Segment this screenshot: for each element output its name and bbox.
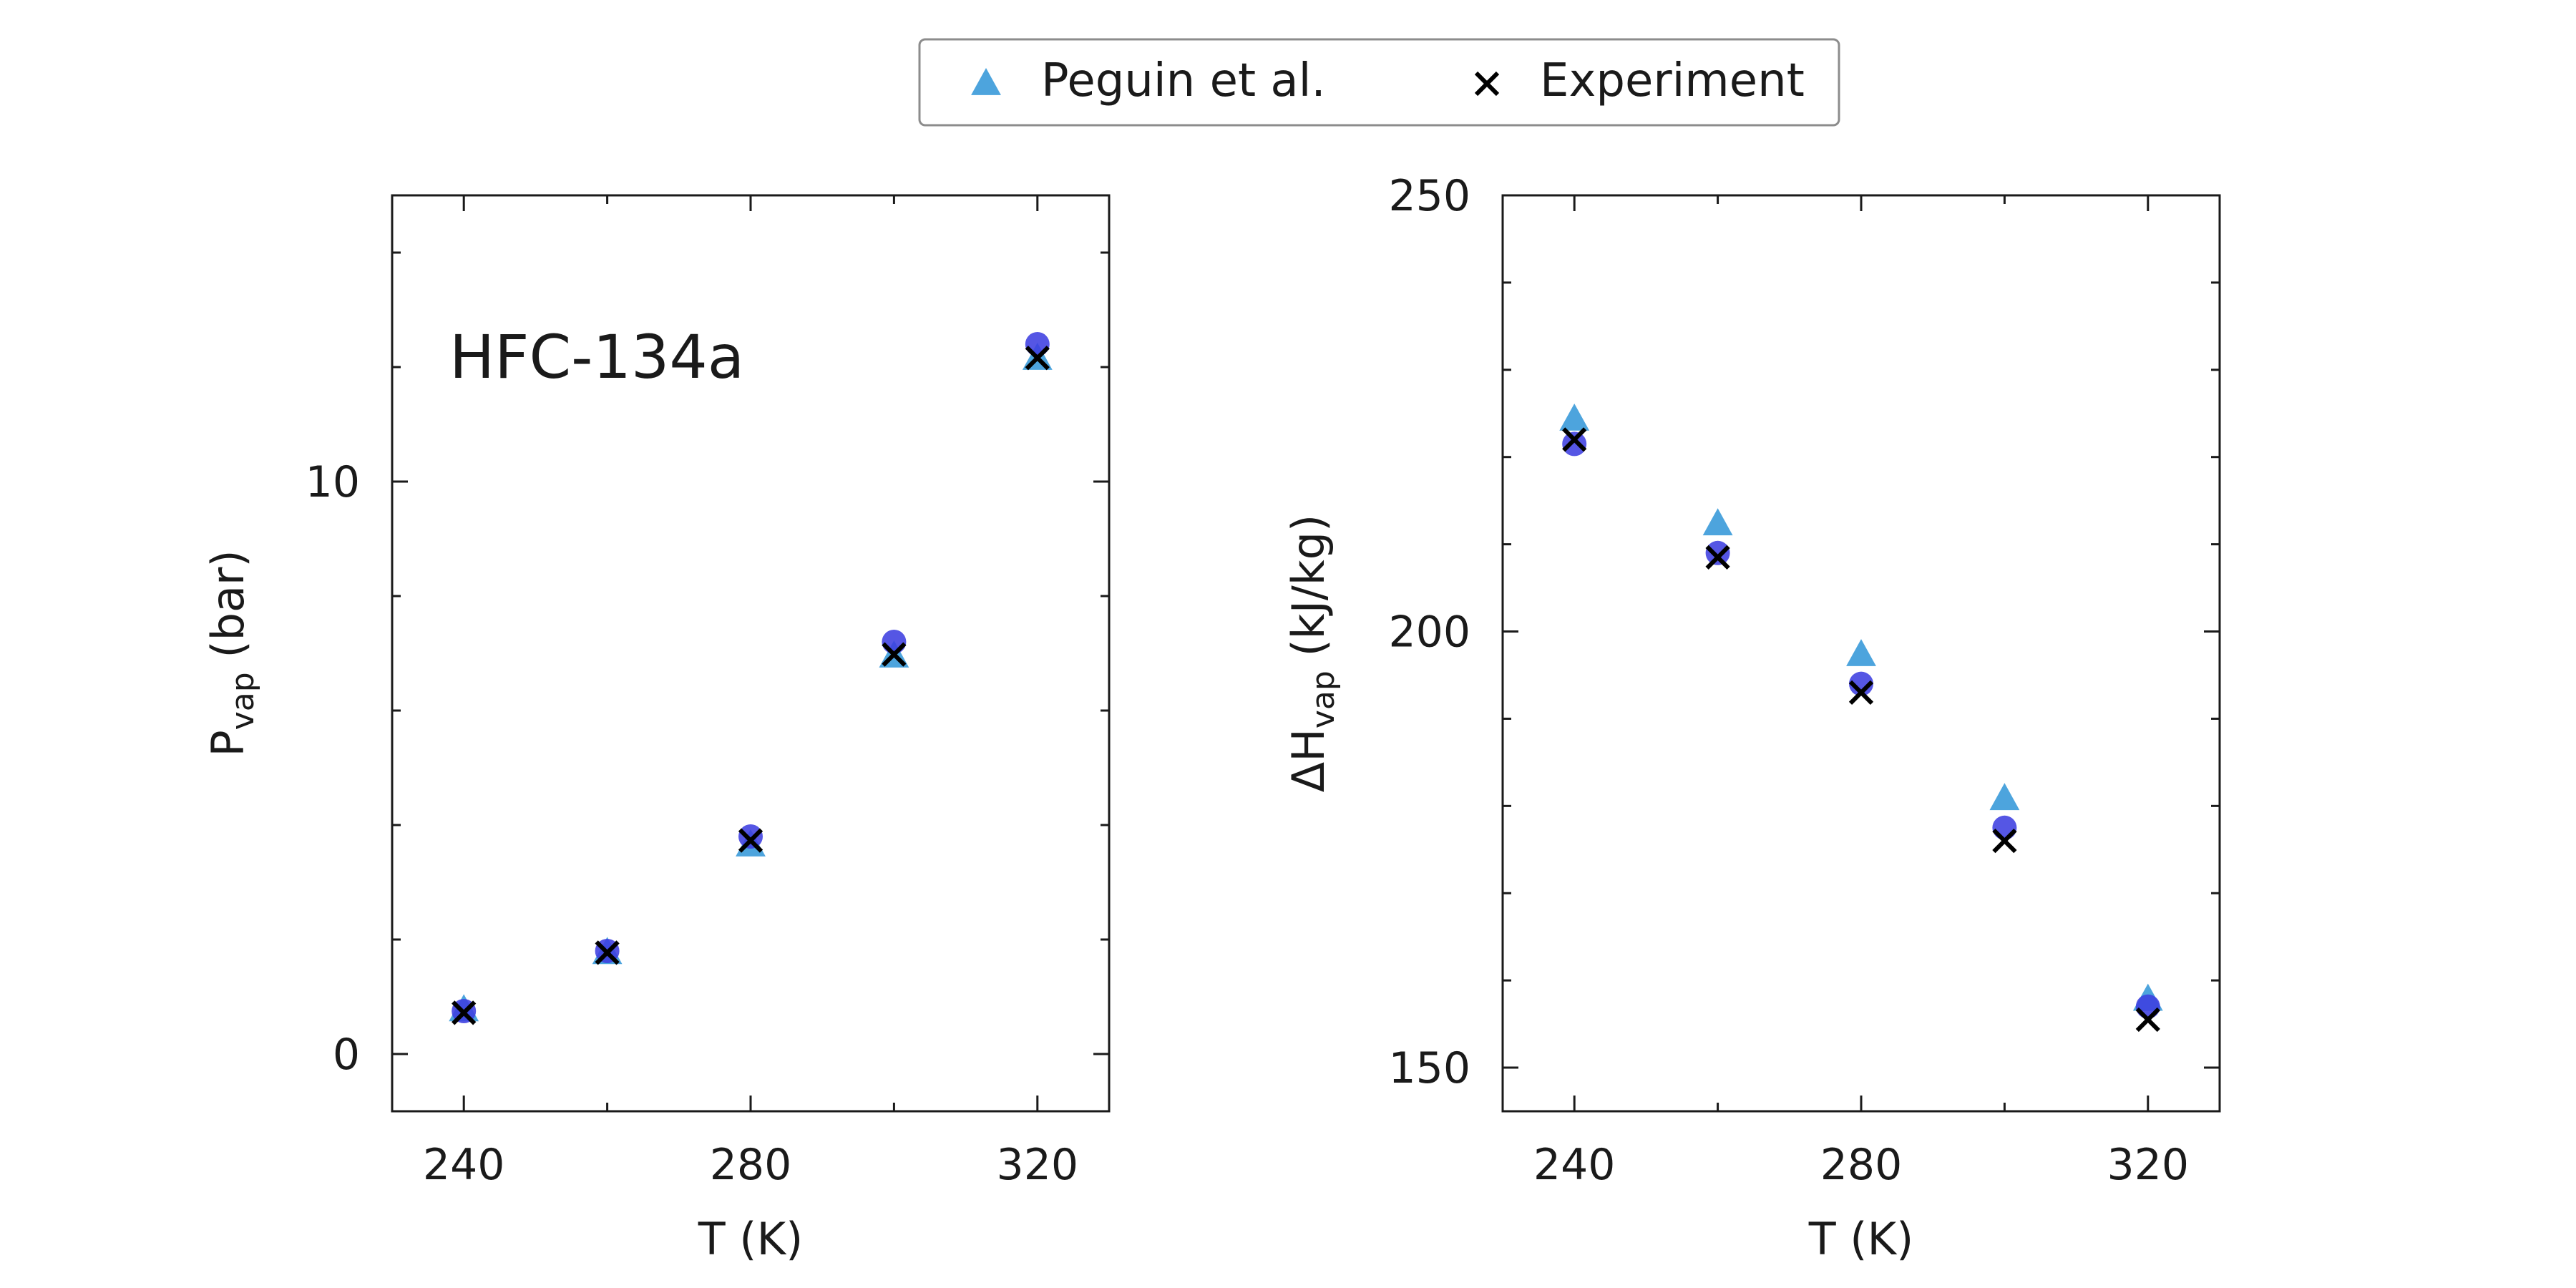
y-tick-label: 200 <box>1388 608 1470 658</box>
y-axis-label-main: P <box>202 730 254 756</box>
panel-1: 240 280 320 0 10 T (K) Pvap (bar) HFC-134a <box>202 194 1111 1265</box>
data-point-x-stroke-b <box>1562 427 1587 452</box>
data-point-triangle <box>1559 403 1590 431</box>
data-point-x <box>882 642 907 667</box>
data-point-triangle <box>1846 639 1876 666</box>
legend-marker-peguin <box>971 68 1001 95</box>
data-point-circle <box>1992 815 2017 840</box>
series-triangle <box>1559 403 2163 1011</box>
legend-marker-experiment-symbol <box>1474 71 1500 97</box>
series-x <box>1562 427 2160 1033</box>
series-circle <box>1562 431 2160 1019</box>
series-circle <box>452 332 1050 1023</box>
x-tick-label: 240 <box>1533 1140 1616 1190</box>
data-point-x-stroke-b <box>1848 680 1874 705</box>
series-x <box>452 346 1050 1025</box>
data-point-circle <box>1562 431 1587 457</box>
legend-frame <box>918 38 1840 127</box>
data-point-x-stroke-b <box>2135 1007 2160 1033</box>
y-tick-label: 10 <box>306 457 360 507</box>
y-axis-label-subscript: vap <box>225 672 261 730</box>
data-point-x <box>1705 545 1730 570</box>
data-point-circle <box>882 630 907 654</box>
data-point-x-stroke-b <box>452 1000 477 1025</box>
y-tick-label: 150 <box>1388 1043 1470 1093</box>
data-point-x <box>1992 828 2017 854</box>
x-tick-label: 320 <box>2107 1140 2190 1190</box>
y-axis-label-subscript: vap <box>1305 670 1342 728</box>
data-point-triangle <box>1702 508 1733 536</box>
x-axis-label: T (K) <box>1808 1213 1914 1265</box>
data-point-x <box>738 828 763 853</box>
data-point-triangle <box>1989 783 2020 811</box>
x-tick-label: 320 <box>997 1140 1079 1190</box>
data-point-circle <box>1705 540 1730 565</box>
data-point-x-stroke-b <box>1025 346 1050 371</box>
legend-marker-experiment <box>1474 71 1500 97</box>
data-point-x <box>1025 346 1050 371</box>
data-point-x-stroke-b <box>595 940 620 965</box>
panel-2: 240 280 320 150 200 250 T (K) ΔHvap (kJ/kg) <box>1282 171 2221 1265</box>
data-point-x-stroke-b <box>1705 545 1730 570</box>
data-point-circle <box>738 824 763 849</box>
x-tick-label: 280 <box>1820 1140 1903 1190</box>
legend-label-peguin: Peguin et al. <box>1041 54 1326 107</box>
y-tick-label: 250 <box>1388 171 1470 221</box>
legend-label-experiment: Experiment <box>1540 54 1805 107</box>
y-axis-label: ΔHvap (kJ/kg) <box>1282 514 1342 792</box>
y-axis-label: Pvap (bar) <box>202 550 261 756</box>
data-point-x-stroke-b <box>738 828 763 853</box>
data-point-circle <box>1849 671 1873 696</box>
y-axis-label-main: ΔH <box>1282 728 1335 792</box>
compound-annotation: HFC-134a <box>449 322 744 392</box>
data-point-x <box>1848 680 1874 705</box>
data-point-x <box>1562 427 1587 452</box>
data-point-circle <box>2135 994 2160 1019</box>
legend-marker-peguin-symbol <box>971 68 1001 95</box>
y-axis-label-unit: (kJ/kg) <box>1282 514 1335 670</box>
legend-marker-experiment-symbol-stroke-b <box>1474 71 1500 97</box>
data-point-x-stroke-b <box>882 642 907 667</box>
legend: Peguin et al. Experiment <box>918 38 1840 127</box>
chart-panels: 240 280 320 0 10 T (K) Pvap (bar) HFC-134a 240 28… <box>202 171 2221 1265</box>
x-tick-label: 280 <box>710 1140 792 1190</box>
data-point-x <box>2135 1007 2160 1033</box>
x-axis-label: T (K) <box>698 1213 804 1265</box>
series-triangle <box>449 343 1053 1022</box>
data-point-x <box>595 940 620 965</box>
y-tick-label: 0 <box>333 1030 360 1080</box>
data-point-x-stroke-b <box>1992 828 2017 854</box>
x-tick-label: 240 <box>423 1140 505 1190</box>
data-point-circle <box>1025 332 1050 356</box>
y-axis-label-unit: (bar) <box>202 550 254 672</box>
data-point-x <box>452 1000 477 1025</box>
